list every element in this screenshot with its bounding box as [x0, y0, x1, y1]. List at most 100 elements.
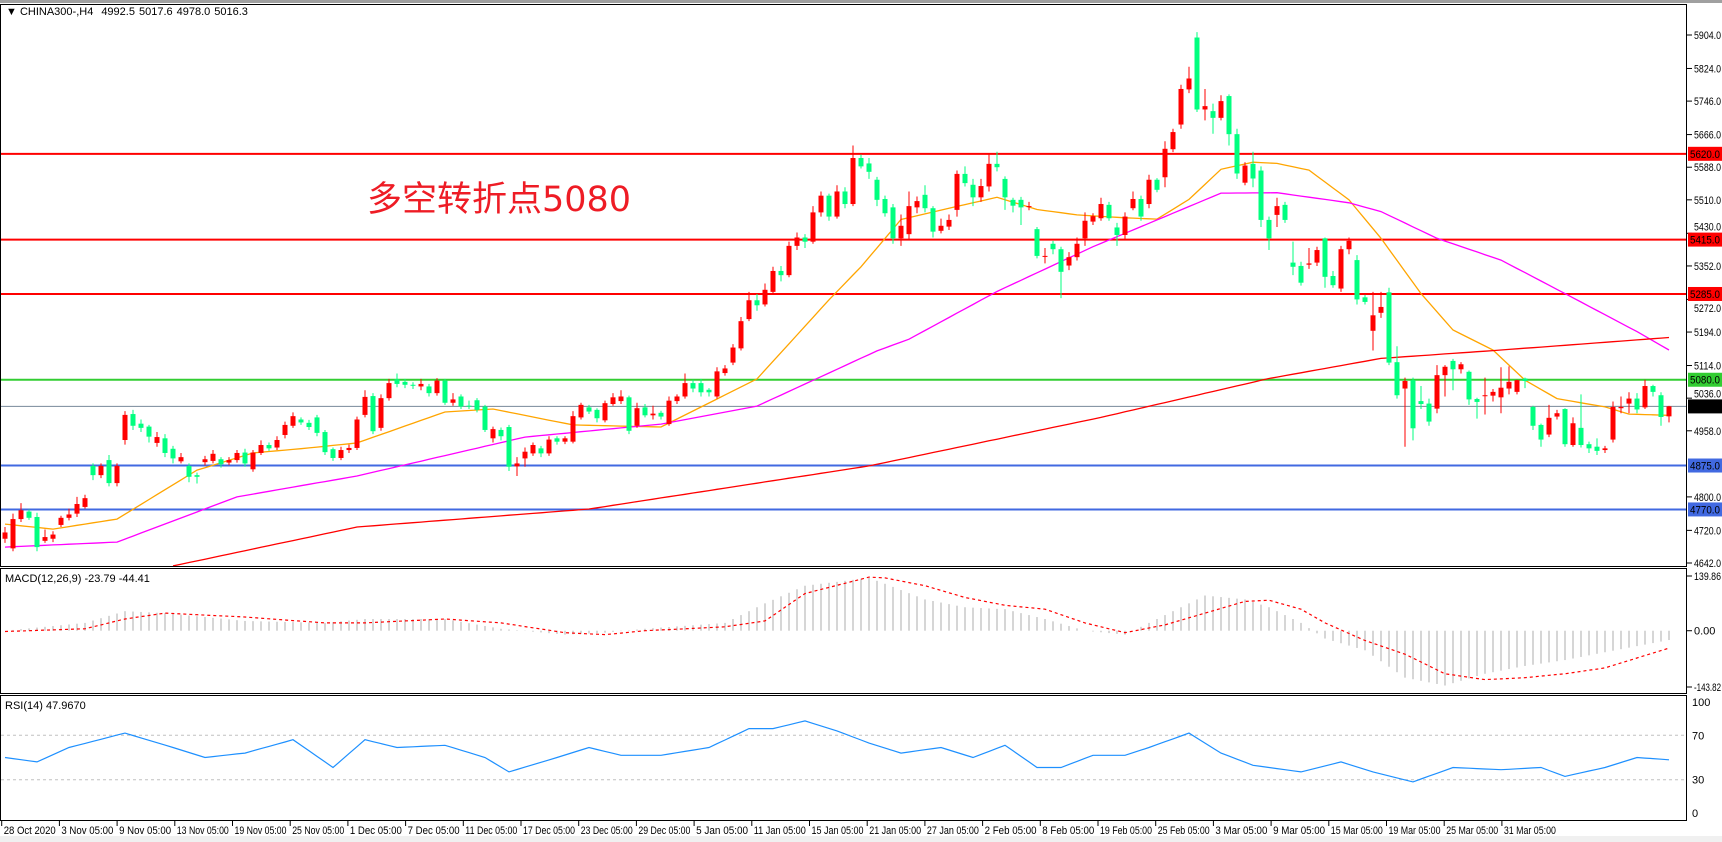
bull-candle[interactable]	[282, 421, 288, 439]
bear-candle[interactable]	[1418, 386, 1424, 410]
bull-candle[interactable]	[1338, 245, 1344, 292]
bull-candle[interactable]	[1346, 237, 1352, 255]
bull-candle[interactable]	[1202, 88, 1208, 121]
bull-candle[interactable]	[434, 378, 440, 396]
bull-candle[interactable]	[1618, 396, 1624, 414]
bull-candle[interactable]	[1642, 379, 1648, 410]
bear-candle[interactable]	[218, 457, 224, 468]
bull-candle[interactable]	[898, 214, 904, 246]
bear-candle[interactable]	[642, 404, 648, 418]
bull-candle[interactable]	[610, 393, 616, 406]
bear-candle[interactable]	[1322, 237, 1328, 288]
bear-candle[interactable]	[698, 378, 704, 397]
bear-candle[interactable]	[26, 509, 32, 520]
bear-candle[interactable]	[754, 293, 760, 311]
bear-candle[interactable]	[1210, 103, 1216, 134]
bear-candle[interactable]	[266, 442, 272, 451]
bear-candle[interactable]	[1354, 255, 1360, 305]
bull-candle[interactable]	[338, 446, 344, 461]
bear-candle[interactable]	[922, 185, 928, 213]
bull-candle[interactable]	[250, 450, 256, 472]
bull-candle[interactable]	[1378, 291, 1384, 318]
bull-candle[interactable]	[2, 527, 8, 543]
bear-candle[interactable]	[474, 398, 480, 413]
bull-candle[interactable]	[1218, 95, 1224, 121]
bear-candle[interactable]	[466, 400, 472, 410]
bear-candle[interactable]	[1138, 195, 1144, 221]
bull-candle[interactable]	[850, 145, 856, 207]
bull-candle[interactable]	[562, 436, 568, 445]
bear-candle[interactable]	[1258, 166, 1264, 228]
bear-candle[interactable]	[1058, 246, 1064, 299]
bull-candle[interactable]	[234, 450, 240, 463]
bull-candle[interactable]	[154, 432, 160, 447]
bear-candle[interactable]	[538, 445, 544, 458]
bear-candle[interactable]	[314, 414, 320, 437]
bear-candle[interactable]	[1010, 197, 1016, 213]
bull-candle[interactable]	[546, 436, 552, 456]
bear-candle[interactable]	[146, 424, 152, 443]
bull-candle[interactable]	[354, 416, 360, 451]
bull-candle[interactable]	[1274, 197, 1280, 228]
bear-candle[interactable]	[626, 395, 632, 435]
bear-candle[interactable]	[1586, 441, 1592, 453]
bear-candle[interactable]	[1362, 294, 1368, 305]
bull-candle[interactable]	[226, 457, 232, 466]
bear-candle[interactable]	[1394, 346, 1400, 399]
bull-candle[interactable]	[762, 283, 768, 307]
bull-candle[interactable]	[810, 206, 816, 244]
bear-candle[interactable]	[1154, 178, 1160, 193]
bull-candle[interactable]	[1074, 237, 1080, 261]
bull-candle[interactable]	[794, 232, 800, 251]
bull-candle[interactable]	[1442, 365, 1448, 397]
bull-candle[interactable]	[938, 218, 944, 234]
bull-candle[interactable]	[50, 531, 56, 543]
bull-candle[interactable]	[818, 191, 824, 217]
bear-candle[interactable]	[706, 388, 712, 397]
bull-candle[interactable]	[834, 185, 840, 219]
bear-candle[interactable]	[394, 373, 400, 388]
bear-candle[interactable]	[410, 382, 416, 389]
bear-candle[interactable]	[506, 424, 512, 471]
bear-candle[interactable]	[778, 265, 784, 282]
bull-candle[interactable]	[1370, 291, 1376, 351]
bull-candle[interactable]	[418, 378, 424, 391]
bull-candle[interactable]	[210, 450, 216, 464]
bull-candle[interactable]	[450, 393, 456, 406]
bear-candle[interactable]	[1298, 261, 1304, 286]
bear-candle[interactable]	[1234, 128, 1240, 179]
bear-candle[interactable]	[1226, 94, 1232, 146]
bull-candle[interactable]	[74, 496, 80, 517]
bear-candle[interactable]	[1114, 222, 1120, 246]
bull-candle[interactable]	[1546, 404, 1552, 438]
bear-candle[interactable]	[186, 463, 192, 483]
bear-candle[interactable]	[962, 166, 968, 187]
bear-candle[interactable]	[1466, 370, 1472, 405]
macd-pane[interactable]	[4, 576, 1670, 686]
bear-candle[interactable]	[370, 393, 376, 435]
bull-candle[interactable]	[18, 503, 24, 522]
bear-candle[interactable]	[1386, 287, 1392, 366]
bull-candle[interactable]	[1610, 401, 1616, 443]
bear-candle[interactable]	[1562, 408, 1568, 447]
bear-candle[interactable]	[1034, 227, 1040, 259]
bull-candle[interactable]	[1514, 379, 1520, 395]
bear-candle[interactable]	[242, 448, 248, 467]
bear-candle[interactable]	[1290, 241, 1296, 276]
bull-candle[interactable]	[1506, 366, 1512, 395]
bear-candle[interactable]	[1538, 423, 1544, 447]
bull-candle[interactable]	[578, 402, 584, 420]
bear-candle[interactable]	[1450, 358, 1456, 391]
bull-candle[interactable]	[978, 178, 984, 202]
bull-candle[interactable]	[178, 452, 184, 464]
bear-candle[interactable]	[330, 447, 336, 461]
bull-candle[interactable]	[1570, 417, 1576, 447]
bear-candle[interactable]	[106, 455, 112, 487]
bull-candle[interactable]	[98, 463, 104, 479]
bull-candle[interactable]	[1066, 252, 1072, 271]
bull-candle[interactable]	[42, 529, 48, 543]
bull-candle[interactable]	[650, 405, 656, 420]
bull-candle[interactable]	[618, 390, 624, 405]
bear-candle[interactable]	[1426, 398, 1432, 426]
